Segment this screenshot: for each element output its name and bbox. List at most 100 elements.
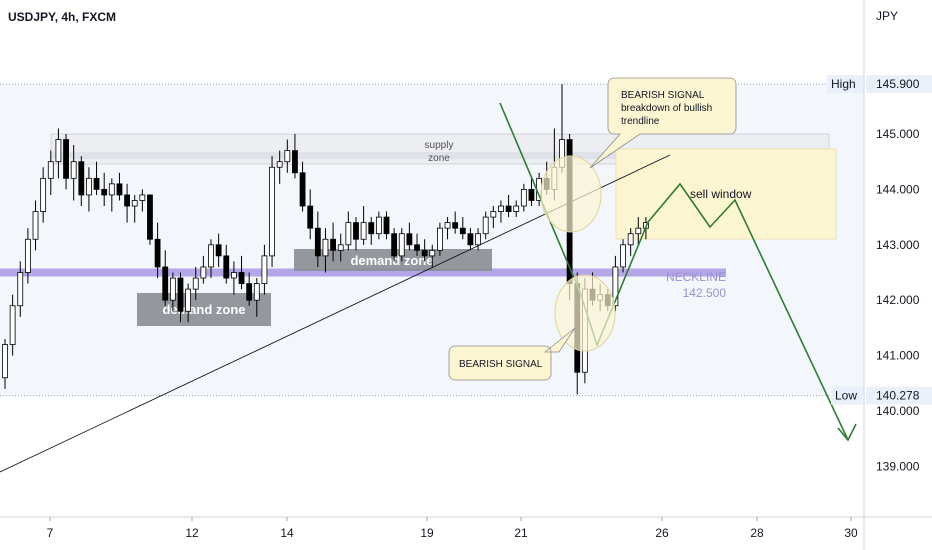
supply-zone-label-2: zone [428,153,450,164]
bearish-signal-callout-2 [448,327,576,381]
x-tick-label: 30 [844,526,858,540]
sell-window-label: sell window [690,187,752,201]
y-tick-label: 143.000 [876,238,920,252]
symbol-title: USDJPY, 4h, FXCM [8,10,116,24]
candle-body [498,205,504,212]
candle-body [86,177,92,196]
candle-body [459,227,466,235]
callout-1-line-1: BEARISH SIGNAL [621,90,705,101]
candle-body [124,194,130,207]
candle-body [475,233,481,246]
high-label: High [831,77,856,91]
x-tick-label: 21 [514,526,528,540]
candle-body [200,266,207,279]
high-value: 145.900 [876,77,920,91]
candle-body [101,188,108,196]
candle-body [253,283,260,301]
candle-body [635,227,642,235]
demand-zone-1-label: demand zone [162,302,245,317]
candle-body [406,233,413,246]
neckline-value: 142.500 [683,286,727,300]
x-tick-label: 19 [420,526,434,540]
x-tick-label: 7 [47,526,54,540]
candle-body [139,194,146,201]
low-value-tag [866,386,932,405]
candle-body [528,188,535,201]
candle-body [490,211,497,218]
neckline-label: NECKLINE [666,270,726,284]
candle-body [284,150,291,163]
candle-body [437,227,443,251]
candle-body [391,233,398,257]
candle-body [452,222,459,229]
x-tick-label: 14 [280,526,294,540]
candle-body [345,222,352,246]
candle-body [360,222,367,240]
candle-body [116,183,123,196]
supply-zone-inner [51,152,701,159]
candle-body [32,211,39,240]
candle-body [261,255,268,284]
candle-body [520,188,527,207]
y-tick-label: 145.000 [876,127,920,141]
currency-label: JPY [876,9,898,23]
candle-body [47,161,54,179]
candle-body [299,172,306,207]
candle-body [467,233,474,246]
callout-2-text: BEARISH SIGNAL [459,359,543,370]
candle-body [429,249,436,257]
candle-body [269,166,275,257]
candle-body [192,277,199,290]
candle-body [9,305,16,345]
candle-body [70,161,77,179]
signal-circle-1 [540,155,602,233]
candle-body [63,139,69,179]
x-tick-label: 12 [185,526,199,540]
projection-arrow-head [837,423,857,442]
candle-body [185,288,192,312]
high-value-tag [866,75,932,94]
callout-1-line-2: breakdown of bullish [621,103,712,114]
low-value: 140.278 [876,389,920,403]
candle-body [230,272,237,279]
y-tick-label: 140.000 [876,404,920,418]
candle-body [238,272,245,284]
candle-body [307,205,314,229]
candle-body [154,238,161,268]
candle-body [292,150,298,174]
candle-body [627,233,634,246]
candle-body [620,244,626,268]
supply-zone-label-1: supply [425,140,454,151]
candle-body [169,277,176,301]
candle-body [223,255,230,279]
candle-body [383,216,390,235]
demand-zone-2 [294,249,492,271]
candle-body [612,266,619,307]
low-label: Low [835,389,857,403]
candle-body [162,266,169,301]
candle-body [414,244,420,251]
candle-body [330,238,336,251]
x-tick-label: 26 [655,526,669,540]
candle-body [314,227,321,257]
sell-window-box [615,148,837,240]
y-tick-label: 144.000 [876,182,920,196]
candle-body [444,222,451,229]
candle-body [40,177,47,212]
candle-body [177,277,184,312]
high-tag [827,75,863,94]
candle-body [215,244,222,257]
candle-body [353,222,359,240]
candle-body [337,244,344,251]
low-tag [831,386,863,405]
y-tick-label: 141.000 [876,349,920,363]
candle-body [93,177,100,190]
candle-body [322,238,329,257]
demand-zone-2-label: demand zone [350,253,433,268]
candle-body [17,272,24,307]
x-tick-label: 28 [750,526,764,540]
candle-body [2,344,8,379]
candle-body [513,205,520,212]
candle-body [24,238,31,273]
